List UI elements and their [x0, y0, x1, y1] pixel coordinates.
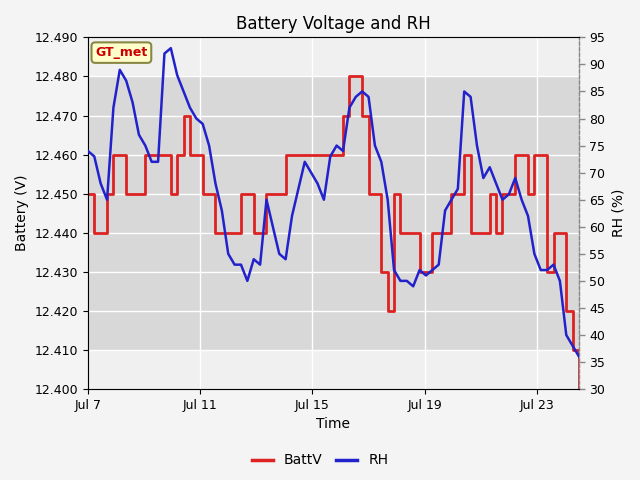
Bar	[88, 76, 579, 350]
X-axis label: Time: Time	[316, 418, 351, 432]
Legend: BattV, RH: BattV, RH	[246, 448, 394, 473]
Y-axis label: RH (%): RH (%)	[611, 189, 625, 238]
Y-axis label: Battery (V): Battery (V)	[15, 175, 29, 252]
Title: Battery Voltage and RH: Battery Voltage and RH	[236, 15, 431, 33]
Text: GT_met: GT_met	[95, 46, 147, 59]
